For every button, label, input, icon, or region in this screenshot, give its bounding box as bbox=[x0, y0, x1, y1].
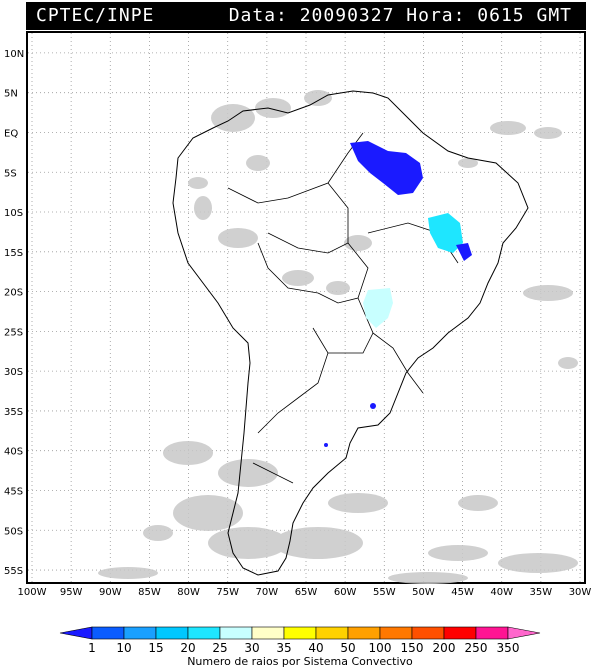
longitude-label: 50W bbox=[412, 587, 435, 598]
legend-swatch bbox=[283, 626, 317, 640]
latitude-label: 35S bbox=[4, 407, 23, 418]
legend-swatch bbox=[507, 626, 541, 640]
longitude-label: 45W bbox=[451, 587, 474, 598]
legend-tick-label: 15 bbox=[148, 641, 163, 655]
longitude-label: 60W bbox=[334, 587, 357, 598]
longitude-label: 100W bbox=[18, 587, 47, 598]
latitude-label: 15S bbox=[4, 248, 23, 259]
legend-tick-labels: 1 10 15 20 25 30 35 40 50 100 150 200 250 350 bbox=[88, 641, 519, 655]
legend-tick-label: 100 bbox=[369, 641, 392, 655]
graticule bbox=[28, 33, 584, 582]
convective-system-south bbox=[370, 403, 376, 409]
legend-tick-label: 35 bbox=[276, 641, 291, 655]
date-time-label: Data: 20090327 Hora: 0615 GMT bbox=[229, 5, 572, 26]
legend-swatch bbox=[411, 626, 445, 640]
latitude-label: 5N bbox=[4, 89, 18, 100]
legend-swatch bbox=[251, 626, 285, 640]
latitude-label: 50S bbox=[4, 526, 23, 537]
longitude-label: 30W bbox=[569, 587, 592, 598]
legend-swatch bbox=[475, 626, 509, 640]
legend-swatch bbox=[443, 626, 477, 640]
legend-tick-label: 1 bbox=[88, 641, 96, 655]
date-value: 20090327 bbox=[299, 5, 395, 26]
legend-swatch bbox=[379, 626, 413, 640]
legend-tick-label: 20 bbox=[180, 641, 195, 655]
latitude-label: 55S bbox=[4, 566, 23, 577]
latitude-labels: 10N 5N EQ 5S 10S 15S 20S 25S 30S 35S 40S 45S 50S 55S bbox=[4, 49, 24, 577]
convective-system-amazon bbox=[350, 141, 423, 195]
legend-tick-label: 25 bbox=[212, 641, 227, 655]
legend-tick-label: 30 bbox=[244, 641, 259, 655]
legend-swatch bbox=[315, 626, 349, 640]
legend-swatch bbox=[219, 626, 253, 640]
legend-colorbar: 1 10 15 20 25 30 35 40 50 100 150 200 250 350 bbox=[59, 626, 541, 655]
longitude-label: 35W bbox=[530, 587, 553, 598]
latitude-label: 40S bbox=[4, 447, 23, 458]
longitude-label: 85W bbox=[138, 587, 161, 598]
legend-swatch bbox=[59, 626, 93, 640]
legend-tick-label: 40 bbox=[308, 641, 323, 655]
convective-system-patagonia bbox=[324, 443, 328, 447]
latitude-label: 10S bbox=[4, 208, 23, 219]
latitude-label: 5S bbox=[4, 168, 17, 179]
longitude-label: 75W bbox=[216, 587, 239, 598]
cloud-cover bbox=[98, 90, 578, 584]
latitude-label: 25S bbox=[4, 327, 23, 338]
date-label: Data: bbox=[228, 5, 288, 26]
time-value: 0615 GMT bbox=[477, 5, 572, 26]
latitude-label: EQ bbox=[4, 128, 18, 139]
longitude-label: 90W bbox=[99, 587, 122, 598]
latitude-label: 45S bbox=[4, 486, 23, 497]
legend-tick-label: 10 bbox=[116, 641, 131, 655]
longitude-label: 95W bbox=[60, 587, 83, 598]
legend-swatch bbox=[187, 626, 221, 640]
convective-system-northeast bbox=[428, 213, 463, 253]
source-label: CPTEC/INPE bbox=[36, 5, 155, 26]
legend-color-segments bbox=[59, 626, 541, 640]
latitude-label: 20S bbox=[4, 288, 23, 299]
time-label: Hora: bbox=[406, 5, 466, 26]
latitude-label: 30S bbox=[4, 367, 23, 378]
legend-tick-label: 150 bbox=[401, 641, 424, 655]
longitude-label: 80W bbox=[177, 587, 200, 598]
map-frame: 10N 5N EQ 5S 10S 15S 20S 25S 30S 35S 40S 45S 50S 55S … bbox=[4, 31, 591, 598]
legend-title: Numero de raios por Sistema Convectivo bbox=[187, 655, 413, 668]
longitude-label: 65W bbox=[295, 587, 318, 598]
longitude-labels-svg: 100W 95W 90W 85W 80W 75W 70W 65W 60W 55W 50W 45W 40W… bbox=[18, 587, 592, 598]
legend-tick-label: 200 bbox=[433, 641, 456, 655]
legend-swatch bbox=[347, 626, 381, 640]
legend-swatch bbox=[155, 626, 189, 640]
legend-swatch bbox=[91, 626, 125, 640]
longitude-labels: 100W 95W 90W 85W 80W 75W 70W 65W 60W 55W 50W 45W 40W… bbox=[18, 587, 592, 598]
continent-outline bbox=[172, 90, 529, 576]
legend-tick-label: 350 bbox=[497, 641, 520, 655]
title-bar: CPTEC/INPE Data: 20090327 Hora: 0615 GMT bbox=[26, 2, 586, 30]
legend-swatch bbox=[123, 626, 157, 640]
convective-system-northeast-core bbox=[456, 243, 472, 261]
legend-tick-label: 50 bbox=[340, 641, 355, 655]
latitude-label: 10N bbox=[4, 49, 24, 60]
convective-system-central bbox=[363, 288, 393, 328]
legend-tick-label: 250 bbox=[465, 641, 488, 655]
longitude-label: 70W bbox=[256, 587, 279, 598]
longitude-label: 55W bbox=[373, 587, 396, 598]
longitude-label: 40W bbox=[490, 587, 513, 598]
map-canvas: 10N 5N EQ 5S 10S 15S 20S 25S 30S 35S 40S 45S 50S 55S bbox=[4, 33, 584, 584]
